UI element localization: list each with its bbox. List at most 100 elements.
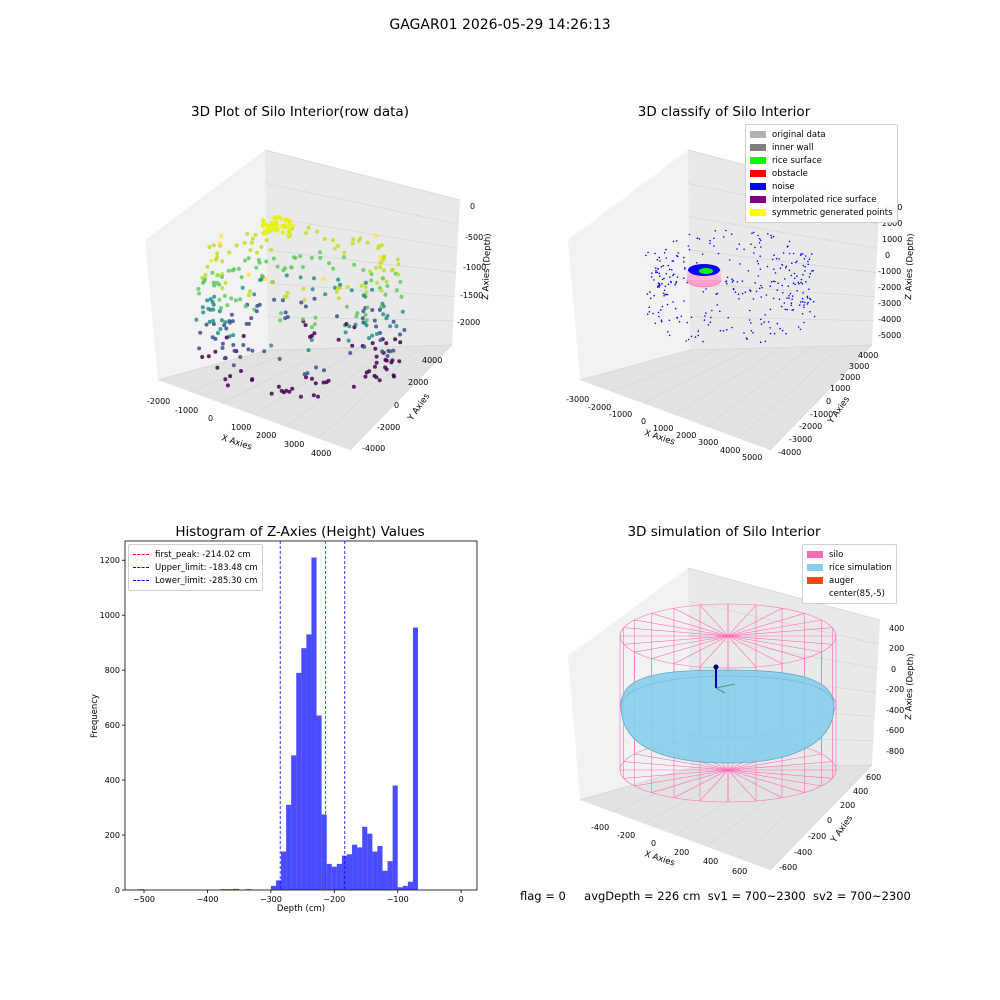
legend-swatch — [807, 577, 823, 584]
raw-point — [336, 277, 341, 282]
raw-point — [269, 247, 274, 252]
raw-point — [290, 386, 295, 391]
histogram-bar — [397, 887, 403, 890]
sim-xtick: 0 — [651, 839, 656, 848]
raw-xtick: -1000 — [175, 406, 198, 415]
raw-point — [196, 286, 201, 291]
noise-point — [656, 258, 659, 261]
noise-point — [778, 258, 780, 260]
raw-point — [269, 391, 274, 396]
raw-point — [336, 286, 340, 291]
raw-point — [338, 282, 343, 287]
noise-point — [800, 281, 802, 284]
noise-point — [743, 332, 745, 334]
raw-point — [283, 266, 288, 271]
raw-point — [284, 217, 289, 222]
noise-point — [654, 252, 656, 255]
noise-point — [808, 258, 811, 261]
sim-ztick: -800 — [886, 747, 904, 756]
noise-point — [659, 260, 661, 262]
noise-point — [756, 260, 759, 262]
raw-point — [359, 283, 364, 288]
raw-point — [396, 272, 401, 277]
raw-point — [370, 333, 375, 338]
noise-point — [726, 329, 728, 331]
raw-point — [388, 324, 393, 329]
raw-point — [383, 292, 388, 297]
noise-point — [726, 283, 728, 285]
cls-xtick: 0 — [641, 417, 646, 426]
noise-point — [799, 254, 802, 256]
legend-swatch — [750, 183, 766, 190]
noise-point — [812, 269, 814, 272]
raw-point — [222, 356, 227, 361]
raw-point — [249, 240, 254, 245]
cls-xtick: -1000 — [609, 410, 632, 419]
noise-point — [663, 295, 665, 297]
raw-point — [381, 268, 386, 273]
raw-ytick: 0 — [394, 401, 399, 410]
raw-point — [206, 306, 211, 311]
raw-point — [331, 238, 336, 243]
raw-point — [368, 269, 372, 274]
noise-point — [725, 281, 727, 283]
raw-point — [363, 294, 368, 299]
noise-point — [788, 295, 790, 297]
raw-point — [244, 321, 249, 326]
noise-point — [808, 276, 811, 278]
raw-point — [376, 246, 381, 251]
noise-point — [797, 281, 800, 284]
noise-point — [661, 278, 664, 281]
cls-xtick: -3000 — [566, 395, 589, 404]
sim-ztick: -600 — [886, 726, 904, 735]
histogram-bar — [306, 634, 312, 890]
raw-point — [385, 354, 390, 358]
raw-point — [298, 275, 303, 280]
noise-point — [771, 258, 774, 261]
noise-point — [807, 263, 809, 266]
raw-point — [349, 288, 354, 293]
raw-point — [373, 265, 378, 270]
legend-line — [133, 554, 149, 555]
noise-point — [785, 265, 788, 268]
legend-entry: first_peak: -214.02 cm — [133, 548, 258, 561]
noise-point — [649, 291, 651, 293]
raw-point — [378, 265, 383, 270]
noise-point — [806, 303, 809, 305]
noise-point — [663, 277, 665, 280]
raw-point — [298, 254, 303, 259]
raw-point — [363, 285, 368, 290]
noise-point — [784, 278, 786, 280]
noise-point — [786, 246, 789, 248]
noise-point — [668, 334, 671, 337]
raw-point — [381, 312, 386, 317]
raw-point — [286, 232, 291, 237]
raw-point — [254, 265, 259, 270]
noise-point — [813, 315, 816, 318]
noise-point — [707, 324, 710, 326]
noise-point — [660, 319, 663, 322]
noise-point — [798, 283, 800, 285]
noise-point — [672, 274, 674, 277]
noise-point — [800, 253, 802, 255]
noise-point — [788, 297, 790, 299]
noise-point — [665, 293, 668, 296]
raw-point — [347, 324, 352, 329]
raw-point — [264, 259, 269, 264]
noise-point — [782, 252, 785, 254]
noise-point — [772, 297, 775, 300]
noise-point — [778, 298, 781, 301]
noise-point — [799, 328, 802, 331]
hist-ytick-label: 1000 — [100, 611, 120, 620]
noise-point — [738, 243, 741, 245]
histogram-bar — [377, 846, 383, 890]
noise-point — [753, 252, 755, 254]
cls-ztick: 1000 — [882, 235, 902, 244]
raw-point — [301, 286, 306, 291]
raw-point — [372, 318, 377, 323]
raw-point — [397, 359, 402, 364]
legend-swatch — [750, 144, 766, 151]
